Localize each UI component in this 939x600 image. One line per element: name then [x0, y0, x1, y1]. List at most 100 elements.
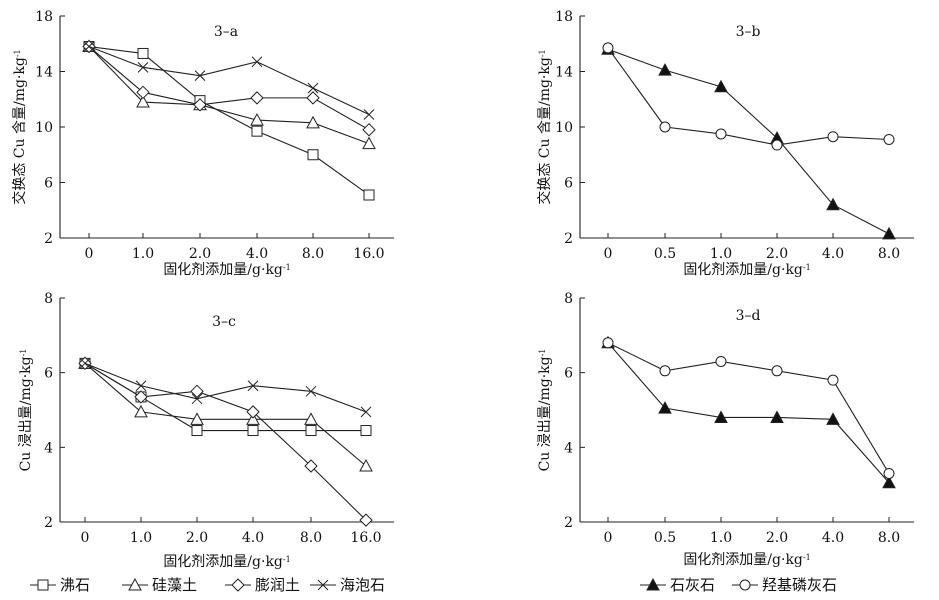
x-tick-label: 2.0 — [766, 246, 788, 262]
series-line — [88, 46, 370, 145]
data-point-triangle — [304, 412, 318, 425]
x-tick-label: 4.0 — [242, 530, 264, 546]
chart-panel-3a: 2 6 10 14 18 0 1.0 2.0 4.0 8.0 16.0 3–a 固化剂添加量/g·kg-… — [11, 9, 394, 278]
series-circle-1 — [602, 337, 895, 479]
y-tick-label: 6 — [44, 176, 53, 192]
y-axis-label: 交换态 Cu 含量/mg·kg-1 — [11, 49, 28, 204]
chart-title: 3–c — [212, 314, 236, 330]
series-triangle-filled-0 — [601, 42, 896, 240]
data-point-circle — [771, 139, 783, 151]
x-tick-label: 4.0 — [822, 530, 844, 546]
data-point-diamond — [304, 459, 318, 473]
data-point-circle — [827, 374, 839, 386]
data-point-square — [360, 425, 372, 437]
data-point-circle — [659, 121, 671, 133]
y-tick-label: 2 — [44, 231, 53, 247]
x-tick-label: 2.0 — [186, 530, 208, 546]
y-tick-label: 4 — [44, 440, 53, 456]
data-point-diamond — [136, 85, 150, 100]
legend-marker-circle — [739, 579, 751, 591]
data-point-square — [307, 149, 319, 161]
data-point-triangle-filled — [826, 197, 840, 211]
legend-marker-x — [317, 579, 329, 591]
x-tick-label: 8.0 — [878, 530, 900, 546]
x-axis-label: 固化剂添加量/g·kg-1 — [683, 552, 810, 568]
legend-marker-triangle-filled — [646, 577, 660, 591]
data-point-square — [363, 189, 375, 201]
data-point-circle — [659, 365, 671, 377]
data-point-x — [247, 380, 259, 392]
series-x-3 — [79, 357, 372, 418]
series-triangle-filled-0 — [601, 335, 896, 489]
data-point-x — [83, 41, 95, 52]
data-point-triangle — [246, 412, 260, 425]
series-line — [607, 342, 890, 474]
y-tick-label: 2 — [564, 515, 573, 531]
legend-label: 硅藻土 — [152, 576, 197, 594]
data-point-x — [135, 380, 147, 392]
series-line — [88, 45, 370, 196]
x-tick-label: 4.0 — [822, 246, 844, 262]
data-point-circle — [827, 131, 839, 143]
series-diamond-2 — [82, 39, 376, 137]
data-point-triangle — [250, 113, 264, 126]
legend-label: 石灰石 — [670, 576, 715, 594]
y-axis-label: 交换态 Cu 含量/mg·kg-1 — [536, 49, 553, 204]
y-tick-label: 8 — [44, 291, 53, 307]
data-point-triangle-filled — [882, 226, 896, 240]
series-triangle-1 — [82, 39, 376, 150]
x-tick-label: 16.0 — [353, 246, 384, 262]
data-point-square — [251, 125, 263, 137]
y-axis-label: Cu 浸出量/mg·kg-1 — [537, 349, 553, 472]
chart-panel-3d: 2 4 6 8 0 0.5 1.0 2.0 4.0 8.0 3–d 固化剂添加量/g·kg-1 Cu 浸… — [537, 291, 914, 568]
x-tick-label: 0 — [85, 246, 94, 262]
data-point-square — [305, 425, 317, 437]
series-line — [84, 362, 366, 432]
x-tick-label: 1.0 — [710, 246, 732, 262]
data-point-x — [137, 61, 149, 73]
y-tick-label: 10 — [35, 120, 53, 136]
data-point-x — [191, 393, 203, 405]
y-tick-label: 18 — [35, 9, 53, 25]
y-tick-label: 4 — [564, 440, 573, 456]
data-point-x — [307, 82, 319, 94]
data-point-triangle-filled — [714, 79, 728, 93]
chart-title: 3–d — [736, 308, 761, 324]
data-point-x — [251, 56, 263, 68]
legend-marker-diamond — [231, 578, 245, 592]
legend-marker-triangle — [128, 577, 142, 591]
legend-label: 沸石 — [60, 576, 90, 594]
legend-marker-square — [37, 579, 49, 591]
y-tick-label: 2 — [44, 515, 53, 531]
y-tick-label: 18 — [555, 9, 573, 25]
series-line — [88, 46, 370, 131]
chart-title: 3–a — [214, 24, 238, 40]
y-tick-label: 2 — [564, 231, 573, 247]
data-point-triangle-filled — [714, 410, 728, 423]
x-tick-label: 0.5 — [654, 530, 676, 546]
legend-label: 海泡石 — [340, 576, 385, 594]
x-tick-label: 1.0 — [710, 530, 732, 546]
x-tick-label: 0 — [604, 246, 613, 262]
x-tick-label: 2.0 — [189, 246, 211, 262]
x-tick-label: 8.0 — [302, 246, 324, 262]
x-tick-label: 1.0 — [130, 530, 152, 546]
data-point-circle — [602, 42, 614, 54]
x-tick-label: 2.0 — [766, 530, 788, 546]
data-point-triangle — [306, 115, 320, 129]
y-tick-label: 6 — [564, 366, 573, 382]
data-point-diamond — [362, 123, 376, 137]
series-line — [84, 362, 367, 521]
chart-panel-3c: 2 4 6 8 0 1.0 2.0 4.0 8.0 16.0 3–c 固化剂添加量/g·kg-1 Cu … — [18, 291, 394, 570]
data-point-triangle — [359, 458, 373, 472]
data-point-diamond — [193, 98, 207, 112]
chart-title: 3–b — [736, 24, 761, 40]
data-point-triangle-filled — [770, 410, 784, 423]
x-axis-label: 固化剂添加量/g·kg-1 — [163, 554, 290, 570]
legend-label: 羟基磷灰石 — [762, 576, 837, 594]
data-point-triangle — [134, 404, 148, 418]
y-tick-label: 10 — [555, 120, 573, 136]
data-point-x — [363, 109, 375, 120]
data-point-circle — [883, 467, 895, 479]
y-tick-label: 6 — [564, 176, 573, 192]
